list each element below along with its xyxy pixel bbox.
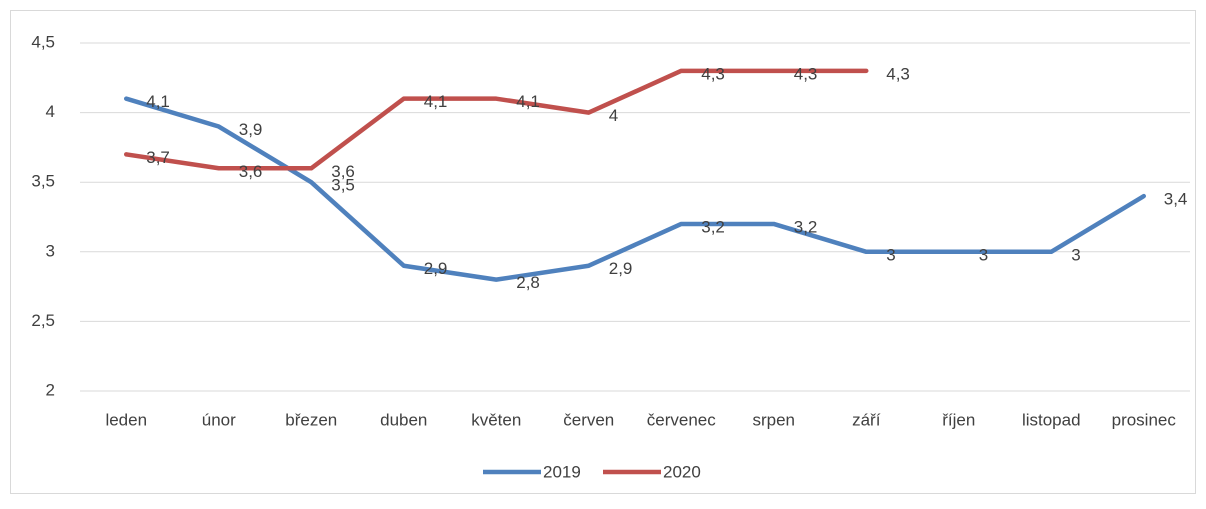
x-tick-label: únor [202,410,236,429]
data-label: 3,2 [794,217,818,236]
x-tick-label: leden [105,410,147,429]
x-tick-label: září [852,410,881,429]
y-tick-label: 4,5 [31,32,55,51]
data-label: 3,5 [331,176,355,195]
x-tick-label: srpen [752,410,795,429]
x-tick-label: listopad [1022,410,1081,429]
data-label: 4,3 [701,64,725,83]
data-label: 4 [609,106,618,125]
y-tick-label: 4 [46,102,55,121]
data-label: 4,3 [794,64,818,83]
x-tick-label: říjen [942,410,975,429]
data-label: 2,9 [609,259,633,278]
data-label: 3,4 [1164,190,1188,209]
x-tick-label: červenec [647,410,716,429]
data-label: 3 [1071,245,1080,264]
data-label: 4,1 [516,92,540,111]
legend-label: 2020 [663,462,701,481]
data-label: 4,1 [146,92,170,111]
x-tick-label: duben [380,410,427,429]
series-line [124,68,869,171]
x-tick-label: prosinec [1112,410,1177,429]
data-label: 3,9 [239,120,263,139]
y-tick-label: 2,5 [31,311,55,330]
legend-label: 2019 [543,462,581,481]
data-label: 3 [979,245,988,264]
y-tick-label: 3,5 [31,172,55,191]
data-label: 2,8 [516,273,540,292]
data-label: 3 [886,245,895,264]
x-tick-label: květen [471,410,521,429]
data-label: 3,7 [146,148,170,167]
data-label: 2,9 [424,259,448,278]
data-label: 3,6 [331,162,355,181]
data-label: 3,2 [701,217,725,236]
data-label: 3,6 [239,162,263,181]
y-tick-label: 3 [46,241,55,260]
x-tick-label: březen [285,410,337,429]
x-tick-label: červen [563,410,614,429]
y-tick-label: 2 [46,380,55,399]
series-line [124,96,1146,282]
data-label: 4,1 [424,92,448,111]
data-label: 4,3 [886,64,910,83]
